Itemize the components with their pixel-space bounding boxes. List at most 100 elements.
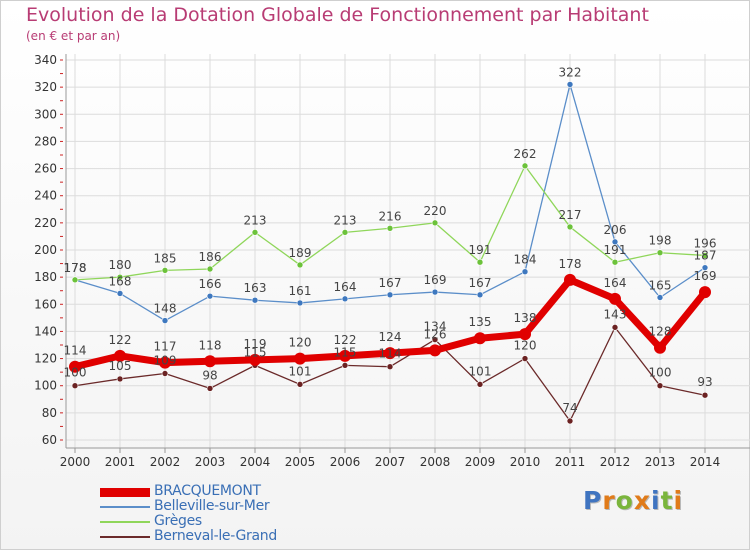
data-point [116, 375, 124, 383]
data-point [476, 381, 484, 388]
data-point [69, 360, 81, 373]
data-label: 124 [379, 330, 402, 344]
y-tick-label: 200 [34, 243, 57, 257]
x-tick-label: 2004 [240, 455, 271, 469]
y-tick-label: 140 [34, 324, 57, 338]
data-point [701, 252, 709, 259]
logo-letter: t [660, 486, 674, 515]
data-point [656, 382, 664, 390]
data-label: 262 [514, 147, 537, 161]
data-point [71, 276, 79, 284]
legend-label: Berneval-le-Grand [154, 528, 277, 544]
data-point [431, 288, 439, 296]
chart-title: Evolution de la Dotation Globale de Fonc… [26, 4, 649, 26]
x-tick-label: 2008 [420, 455, 451, 469]
data-point [564, 273, 576, 286]
y-tick-label: 340 [34, 53, 57, 67]
data-point [566, 223, 574, 231]
y-tick-label: 260 [34, 162, 57, 176]
data-label: 126 [424, 327, 447, 341]
data-point [656, 249, 664, 257]
data-point [476, 291, 484, 299]
data-point [386, 363, 394, 371]
x-tick-label: 2002 [150, 455, 181, 469]
data-point [656, 294, 664, 301]
data-label: 167 [469, 276, 492, 290]
data-point [521, 268, 529, 276]
y-tick-label: 300 [34, 107, 57, 121]
data-point [429, 344, 441, 357]
data-label: 119 [244, 337, 267, 351]
data-label: 167 [379, 276, 402, 290]
data-point [521, 162, 529, 170]
data-label: 117 [154, 340, 177, 354]
data-point [116, 273, 124, 281]
data-point [159, 356, 171, 369]
data-label: 184 [514, 253, 537, 267]
data-label: 135 [469, 315, 492, 329]
data-point [566, 81, 574, 88]
data-label: 120 [514, 339, 537, 353]
logo-letter: o [615, 486, 634, 515]
data-label: 134 [424, 320, 447, 334]
data-point [341, 362, 349, 369]
data-label: 115 [244, 345, 267, 359]
data-label: 101 [469, 364, 492, 378]
data-label: 185 [154, 251, 177, 265]
x-tick-label: 2011 [555, 455, 586, 469]
x-tick-label: 2007 [375, 455, 406, 469]
x-tick-label: 2006 [330, 455, 361, 469]
data-label: 138 [514, 311, 537, 325]
data-label: 115 [334, 345, 357, 359]
logo-letter: x [633, 486, 651, 515]
data-label: 213 [244, 213, 267, 227]
data-point [654, 341, 666, 354]
data-label: 114 [64, 344, 87, 358]
data-label: 180 [109, 258, 132, 272]
data-label: 187 [694, 249, 717, 263]
y-tick-label: 100 [34, 379, 57, 393]
data-label: 100 [649, 366, 672, 380]
chart-subtitle: (en € et par an) [26, 29, 121, 43]
x-tick-label: 2005 [285, 455, 316, 469]
legend-label: Belleville-sur-Mer [154, 498, 270, 514]
data-label: 163 [244, 281, 267, 295]
data-label: 198 [649, 234, 672, 248]
data-label: 220 [424, 204, 447, 218]
data-label: 186 [199, 250, 222, 264]
data-label: 178 [64, 261, 87, 275]
data-point [341, 229, 349, 236]
legend-swatch [100, 521, 150, 523]
data-label: 148 [154, 302, 177, 316]
x-tick-label: 2000 [60, 455, 91, 469]
logo-letter: P [583, 486, 603, 515]
data-point [386, 224, 394, 232]
data-point [114, 349, 126, 362]
data-label: 120 [289, 336, 312, 350]
proxiti-logo: Proxiti [583, 486, 683, 515]
data-label: 105 [109, 359, 132, 373]
data-label: 93 [697, 375, 712, 389]
data-point [431, 219, 439, 227]
data-label: 189 [289, 246, 312, 260]
data-label: 322 [559, 65, 582, 79]
y-tick-label: 120 [34, 352, 57, 366]
data-label: 216 [379, 209, 402, 223]
y-tick-label: 160 [34, 297, 57, 311]
data-label: 128 [649, 325, 672, 339]
axes [60, 54, 750, 453]
data-point [161, 267, 169, 274]
data-point [386, 291, 394, 299]
data-point [161, 370, 169, 377]
data-point [251, 296, 259, 304]
data-point [609, 292, 621, 305]
data-point [294, 352, 306, 365]
x-tick-label: 2012 [600, 455, 631, 469]
data-label: 122 [334, 333, 357, 347]
logo-letter: i [651, 486, 661, 515]
data-label: 143 [604, 307, 627, 321]
data-label: 213 [334, 213, 357, 227]
data-label: 98 [202, 368, 217, 382]
